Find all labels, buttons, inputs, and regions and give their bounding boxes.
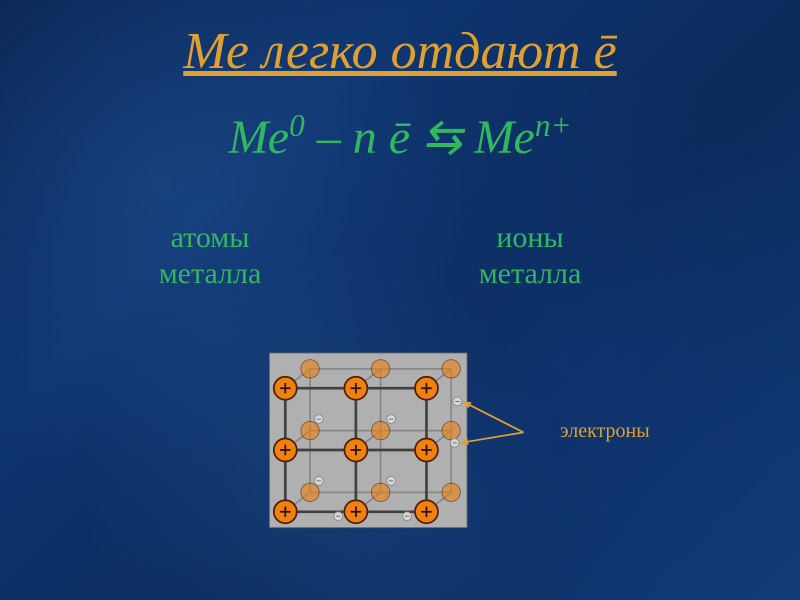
eq-left-base: Ме [229, 111, 290, 164]
label-ions: ионы металла [440, 220, 620, 292]
lattice-diagram [250, 330, 550, 570]
label-ions-l2: металла [479, 257, 582, 290]
eq-middle: – n ē ⇆ [305, 111, 475, 164]
lattice-svg [250, 330, 550, 570]
slide: { "title": { "text": "Ме легко отдают ē"… [0, 0, 800, 600]
eq-left-sup: 0 [289, 108, 305, 143]
label-electrons: электроны [560, 420, 650, 443]
equation: Ме0 – n ē ⇆ Меn+ [0, 108, 800, 165]
label-ions-l1: ионы [496, 221, 563, 254]
label-atoms-l1: атомы [171, 221, 250, 254]
slide-title: Ме легко отдают ē [0, 22, 800, 81]
eq-right-sup: n+ [535, 108, 572, 143]
label-atoms: атомы металла [120, 220, 300, 292]
label-atoms-l2: металла [159, 257, 262, 290]
title-text: Ме легко отдают ē [183, 23, 617, 80]
electrons-text: электроны [560, 420, 650, 442]
eq-right-base: Ме [474, 111, 535, 164]
